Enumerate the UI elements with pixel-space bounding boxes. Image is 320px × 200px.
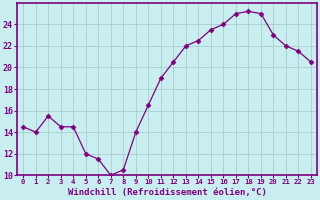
X-axis label: Windchill (Refroidissement éolien,°C): Windchill (Refroidissement éolien,°C) bbox=[68, 188, 267, 197]
